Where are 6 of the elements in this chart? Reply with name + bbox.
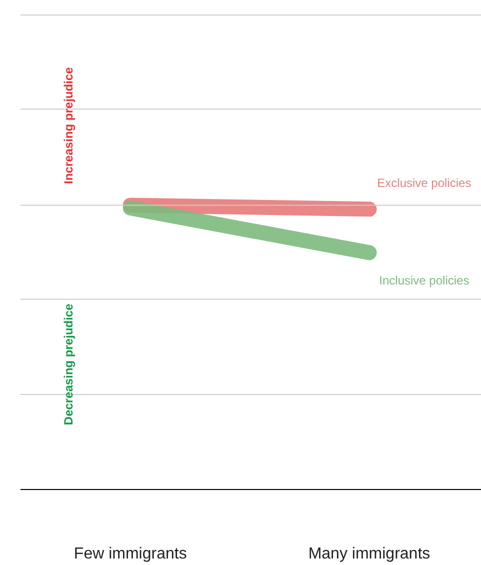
text: Increasing prejudice — [61, 66, 76, 184]
x-tick-label: Few immigrants — [74, 546, 187, 562]
annotation: Decreasing prejudice — [61, 303, 76, 426]
series-label: Exclusive policies — [377, 176, 472, 190]
series-label: Inclusive policies — [379, 274, 470, 288]
x-tick-label: Many immigrants — [308, 546, 430, 562]
